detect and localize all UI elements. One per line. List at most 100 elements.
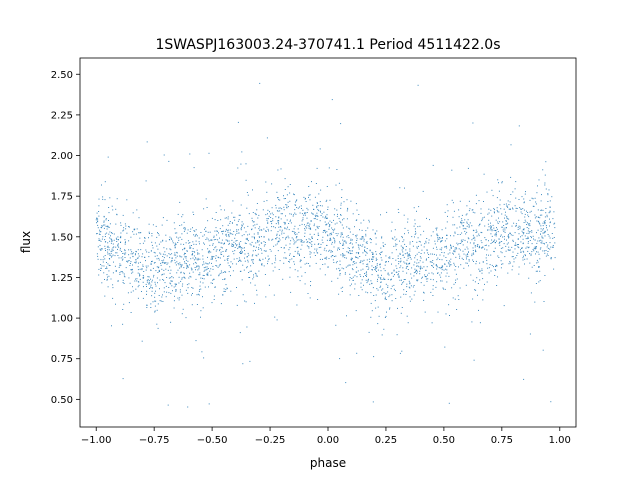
data-point <box>115 303 116 305</box>
data-point <box>409 296 411 298</box>
data-point <box>153 251 155 253</box>
data-point <box>452 245 454 247</box>
y-tick-label: 1.75 <box>51 192 73 203</box>
data-point <box>365 266 367 268</box>
data-point <box>538 266 540 267</box>
data-point <box>175 283 177 285</box>
data-point <box>266 219 268 221</box>
data-point <box>152 247 154 249</box>
data-point <box>403 214 405 216</box>
data-point <box>157 232 158 234</box>
data-point <box>105 218 107 220</box>
data-point <box>476 277 478 279</box>
data-point <box>154 310 156 312</box>
data-point <box>375 307 377 309</box>
data-point <box>347 247 349 249</box>
data-point <box>318 210 320 212</box>
data-point <box>247 225 249 227</box>
data-point <box>515 197 517 199</box>
data-point <box>360 286 362 288</box>
data-point <box>107 226 109 228</box>
data-point <box>540 230 542 232</box>
data-point <box>448 304 450 306</box>
data-point <box>413 225 415 227</box>
data-point <box>249 270 251 272</box>
data-point <box>508 204 510 206</box>
data-point <box>409 300 411 302</box>
data-point <box>499 221 501 223</box>
data-point <box>207 238 209 240</box>
data-point <box>513 222 515 224</box>
data-point <box>344 273 346 275</box>
data-point <box>221 242 223 244</box>
data-point <box>245 163 247 165</box>
data-point <box>479 279 481 281</box>
data-point <box>380 247 382 249</box>
data-point <box>190 276 192 278</box>
data-point <box>227 240 229 242</box>
data-point <box>475 249 476 251</box>
data-point <box>528 216 530 218</box>
x-tick-label: 1.00 <box>549 435 571 446</box>
data-point <box>416 253 418 255</box>
data-point <box>491 239 493 241</box>
data-point <box>141 269 143 271</box>
data-point <box>425 278 427 280</box>
data-point <box>343 201 345 203</box>
data-point <box>414 268 416 270</box>
data-point <box>207 268 209 269</box>
data-point <box>100 259 102 261</box>
data-point <box>537 251 539 253</box>
data-point <box>290 291 292 293</box>
data-point <box>336 261 338 262</box>
data-point <box>502 236 504 238</box>
data-point <box>185 289 187 291</box>
data-point <box>109 197 111 199</box>
data-point <box>404 253 406 255</box>
data-point <box>254 237 255 239</box>
data-point <box>466 231 468 233</box>
data-point <box>165 262 167 264</box>
data-point <box>419 267 421 269</box>
data-point <box>454 232 456 234</box>
data-point <box>464 248 466 250</box>
data-point <box>204 228 205 230</box>
data-point <box>515 244 517 246</box>
data-point <box>311 236 313 238</box>
data-point <box>450 235 451 237</box>
data-point <box>491 230 493 232</box>
data-point <box>293 256 295 257</box>
data-point <box>535 247 537 249</box>
data-point <box>426 258 427 260</box>
data-point <box>413 264 415 266</box>
data-point <box>98 211 100 212</box>
data-point <box>370 280 372 282</box>
data-point <box>466 221 468 223</box>
data-point <box>306 217 308 219</box>
data-point <box>497 276 498 278</box>
data-point <box>496 197 498 199</box>
y-tick-label: 0.50 <box>51 395 73 406</box>
data-point <box>238 257 240 259</box>
data-point <box>195 257 197 259</box>
data-point <box>468 259 470 261</box>
data-point <box>281 208 283 210</box>
data-point <box>474 246 476 248</box>
data-point <box>277 231 279 233</box>
data-point <box>117 243 119 245</box>
data-point <box>220 270 222 272</box>
data-point <box>482 289 484 291</box>
data-point <box>113 239 115 241</box>
data-point <box>361 229 363 231</box>
data-point <box>400 296 402 298</box>
data-point <box>493 208 495 210</box>
data-point <box>490 222 491 224</box>
data-point <box>230 233 232 235</box>
data-point <box>366 276 367 277</box>
data-point <box>234 247 236 248</box>
data-point <box>285 237 287 239</box>
y-tick-label: 1.50 <box>51 232 73 243</box>
data-point <box>216 230 218 232</box>
data-point <box>474 281 476 283</box>
data-point <box>164 262 166 264</box>
